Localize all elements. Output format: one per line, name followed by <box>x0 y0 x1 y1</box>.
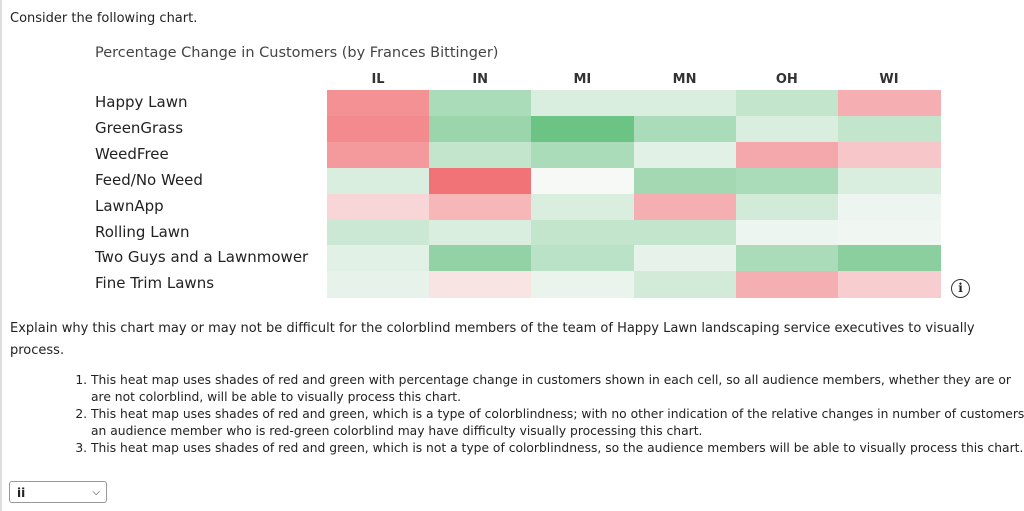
heatmap-cell <box>531 219 635 246</box>
heatmap-cell <box>735 193 839 220</box>
heatmap-cell <box>429 193 532 220</box>
heatmap-cell <box>531 90 635 117</box>
heatmap-cell <box>633 271 737 298</box>
heatmap-cell <box>429 271 532 298</box>
heatmap-cell <box>735 141 839 169</box>
heatmap-cell <box>531 271 635 298</box>
heatmap-cell <box>633 245 737 272</box>
heatmap-cell <box>429 141 532 169</box>
heatmap-cell <box>735 167 839 195</box>
column-label: MN <box>672 72 697 87</box>
heatmap-cell <box>633 167 737 195</box>
heatmap-cell <box>429 115 532 143</box>
row-label: WeedFree <box>95 144 169 163</box>
heatmap-cell <box>429 167 532 195</box>
heatmap-cell <box>735 115 839 143</box>
column-label: OH <box>775 72 798 87</box>
option-1: This heat map uses shades of red and gre… <box>91 372 1024 406</box>
heatmap-cell <box>838 193 941 220</box>
heatmap-cell <box>531 115 635 143</box>
option-3: This heat map uses shades of red and gre… <box>91 440 1024 457</box>
heatmap-cell <box>429 219 532 246</box>
heatmap-cell <box>531 193 635 220</box>
heatmap-cell <box>838 141 941 169</box>
heatmap-cell <box>327 115 430 143</box>
heatmap-cell <box>838 90 941 117</box>
heatmap-cell <box>327 90 430 117</box>
chart-title: Percentage Change in Customers (by Franc… <box>95 45 499 61</box>
column-label: WI <box>879 72 899 87</box>
heatmap-cell <box>531 141 635 169</box>
heatmap-cell <box>838 167 941 195</box>
option-2: This heat map uses shades of red and gre… <box>91 406 1024 440</box>
row-label: GreenGrass <box>95 118 184 137</box>
column-label: IL <box>371 72 385 87</box>
heatmap-cell <box>327 245 430 272</box>
heatmap-cell <box>735 90 839 117</box>
heatmap-cell <box>735 271 839 298</box>
heatmap-cell <box>633 90 737 117</box>
heatmap-cell <box>633 219 737 246</box>
row-label: Feed/No Weed <box>95 170 203 189</box>
heatmap-cell <box>327 167 430 195</box>
answer-select-value: ii <box>17 486 26 500</box>
heatmap-cell <box>838 271 941 298</box>
row-label: Rolling Lawn <box>95 222 190 241</box>
heatmap-cell <box>327 193 430 220</box>
heatmap-cell <box>735 245 839 272</box>
heatmap-cell <box>735 219 839 246</box>
question-intro: Consider the following chart. <box>10 11 198 26</box>
heatmap-cell <box>838 219 941 246</box>
row-label: Happy Lawn <box>95 93 188 111</box>
answer-select[interactable]: ii ⌵ <box>9 481 107 503</box>
question-prompt: Explain why this chart may or may not be… <box>10 321 975 358</box>
chevron-down-icon: ⌵ <box>92 487 100 498</box>
heatmap-cell <box>838 245 941 272</box>
heatmap-cell <box>327 219 430 246</box>
heatmap-cell <box>429 90 532 117</box>
row-label: Two Guys and a Lawnmower <box>95 248 309 267</box>
heatmap-cell <box>429 245 532 272</box>
heatmap-cell <box>531 167 635 195</box>
column-label: MI <box>573 72 592 87</box>
answer-options: This heat map uses shades of red and gre… <box>72 372 1024 457</box>
row-label: LawnApp <box>95 196 164 215</box>
heatmap-cell <box>633 141 737 169</box>
heatmap-cell <box>633 193 737 220</box>
info-icon[interactable]: i <box>951 279 970 298</box>
heatmap-cell <box>531 245 635 272</box>
heatmap-cell <box>327 141 430 169</box>
column-label: IN <box>472 72 489 87</box>
left-border <box>0 0 2 511</box>
heatmap-cell <box>838 115 941 143</box>
row-label: Fine Trim Lawns <box>95 274 215 293</box>
heatmap-cell <box>327 271 430 298</box>
heatmap-cell <box>633 115 737 143</box>
